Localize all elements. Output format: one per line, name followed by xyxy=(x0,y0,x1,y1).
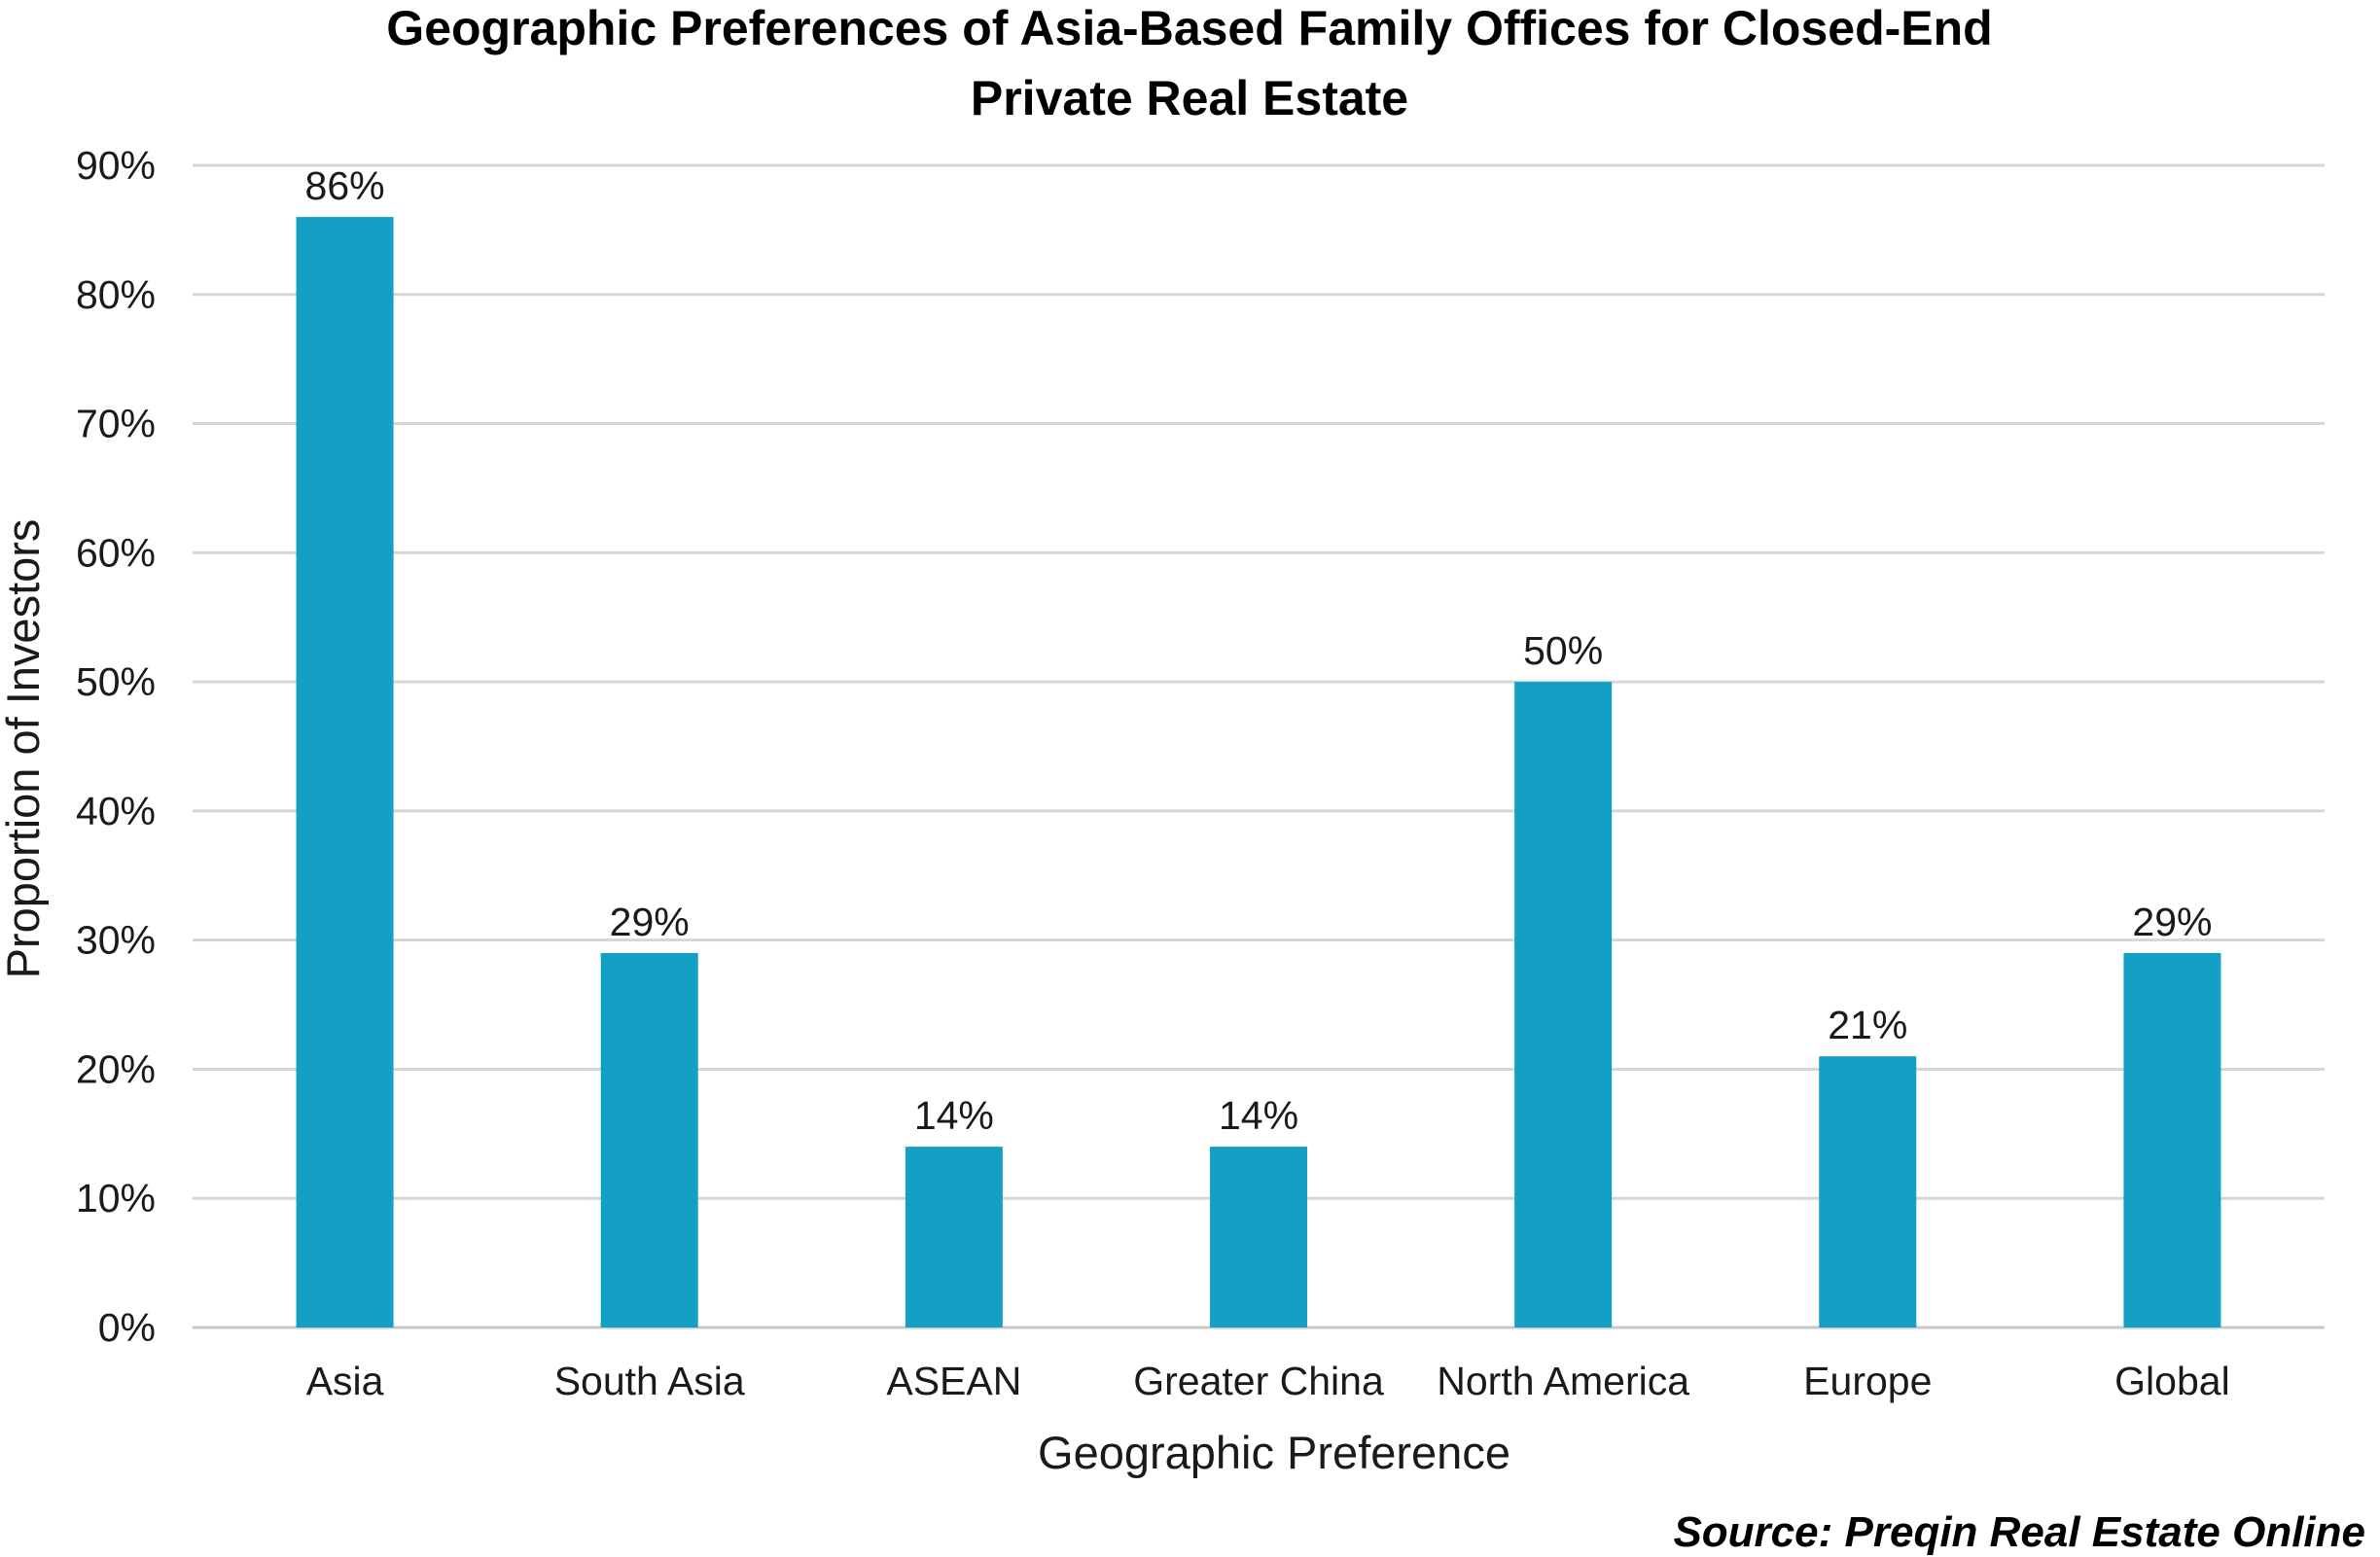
y-tick-label: 50% xyxy=(76,659,156,704)
x-tick-label: South Asia xyxy=(554,1359,745,1403)
y-tick-label: 30% xyxy=(76,918,156,963)
y-tick-label: 70% xyxy=(76,402,156,446)
bar-europe xyxy=(1819,1056,1917,1327)
x-tick-label: Asia xyxy=(306,1359,384,1403)
data-label: 86% xyxy=(305,163,385,208)
bar-asia xyxy=(296,217,394,1328)
y-tick-label: 40% xyxy=(76,789,156,833)
y-tick-label: 80% xyxy=(76,272,156,317)
bar-south-asia xyxy=(600,952,698,1327)
source-note: Source: Preqin Real Estate Online xyxy=(1673,1508,2365,1556)
y-tick-label: 60% xyxy=(76,530,156,575)
x-axis-title: Geographic Preference xyxy=(1038,1427,1510,1478)
bar-asean xyxy=(905,1147,1003,1327)
data-label: 50% xyxy=(1523,628,1603,673)
bar-greater-china xyxy=(1210,1147,1307,1327)
x-tick-label: North America xyxy=(1437,1359,1689,1403)
x-axis-tick-labels: Asia South Asia ASEAN Greater China North Am… xyxy=(306,1359,2230,1403)
x-tick-label: Greater China xyxy=(1133,1359,1384,1403)
y-tick-label: 0% xyxy=(98,1305,156,1350)
x-tick-label: Europe xyxy=(1803,1359,1932,1403)
data-label: 14% xyxy=(1219,1093,1298,1138)
x-tick-label: Global xyxy=(2114,1359,2230,1403)
gridlines xyxy=(193,163,2325,1329)
bars xyxy=(296,217,2221,1328)
chart-title-line-1: Geographic Preferences of Asia-Based Fam… xyxy=(386,1,1992,55)
y-axis-title: Proportion of Investors xyxy=(0,519,49,979)
data-labels: 86% 29% 14% 14% 50% 21% 29% xyxy=(305,163,2213,1138)
y-tick-label: 90% xyxy=(76,143,156,188)
x-tick-label: ASEAN xyxy=(886,1359,1021,1403)
y-axis-tick-labels: 0% 10% 20% 30% 40% 50% 60% 70% 80% 90% xyxy=(76,143,156,1350)
bar-north-america xyxy=(1514,682,1613,1327)
bar-global xyxy=(2123,952,2221,1327)
y-tick-label: 20% xyxy=(76,1046,156,1091)
chart-title: Geographic Preferences of Asia-Based Fam… xyxy=(386,1,1992,125)
data-label: 29% xyxy=(610,900,690,944)
y-tick-label: 10% xyxy=(76,1176,156,1221)
chart-title-line-2: Private Real Estate xyxy=(971,71,1408,125)
data-label: 29% xyxy=(2132,900,2212,944)
data-label: 14% xyxy=(914,1093,994,1138)
data-label: 21% xyxy=(1828,1003,1907,1047)
